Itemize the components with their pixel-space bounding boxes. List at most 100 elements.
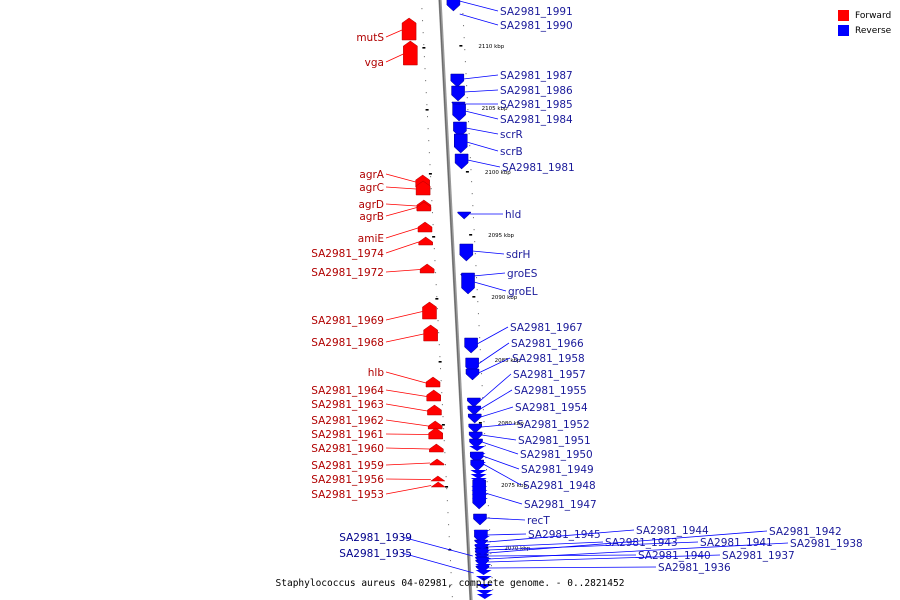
minor-mark <box>445 476 447 478</box>
minor-mark <box>425 80 427 82</box>
forward-leader <box>385 53 404 63</box>
minor-mark <box>479 349 481 351</box>
tick-mark <box>465 171 469 173</box>
minor-mark <box>431 200 433 202</box>
reverse-leader <box>465 127 499 135</box>
forward-label-sa2981-1939: SA2981_1939 <box>339 532 412 544</box>
reverse-label-rect: recT <box>527 515 550 527</box>
forward-leader <box>385 419 429 427</box>
reverse-label-sa2981-1955: SA2981_1955 <box>514 385 587 397</box>
reverse-arrow <box>471 494 488 499</box>
forward-label-sa2981-1972: SA2981_1972 <box>311 267 384 279</box>
forward-swatch <box>838 10 849 21</box>
forward-gene-hlb <box>425 376 441 388</box>
reverse-leader <box>476 326 509 345</box>
reverse-arrow <box>470 470 487 475</box>
forward-leader <box>385 241 419 254</box>
forward-label-agrd: agrD <box>358 199 384 211</box>
axis-line <box>438 0 472 600</box>
minor-mark <box>480 361 482 363</box>
minor-mark <box>467 109 469 111</box>
forward-label-sa2981-1959: SA2981_1959 <box>311 460 384 472</box>
tick-mark <box>441 424 445 426</box>
tick-mark <box>425 109 429 111</box>
minor-mark <box>440 380 442 382</box>
reverse-arrow <box>475 570 492 575</box>
minor-mark <box>481 385 483 387</box>
reverse-gene-sa2981-1987 <box>450 73 465 88</box>
minor-mark <box>468 133 470 135</box>
minor-mark <box>451 596 453 598</box>
minor-mark <box>422 20 424 22</box>
forward-label-sa2981-1935: SA2981_1935 <box>339 548 412 560</box>
reverse-leader <box>478 357 511 374</box>
reverse-gene-sdrh <box>459 243 474 262</box>
minor-mark <box>474 241 476 243</box>
reverse-gene-sa2981-1958 <box>465 368 480 381</box>
minor-mark <box>447 512 449 514</box>
minor-mark <box>490 565 492 567</box>
reverse-leader <box>481 434 517 441</box>
forward-label-hlb: hlb <box>368 367 385 379</box>
minor-mark <box>430 188 432 190</box>
reverse-leader <box>487 530 768 554</box>
reverse-arrow <box>471 498 488 503</box>
forward-gene-sa2981-1969 <box>422 301 437 320</box>
reverse-label-sa2981-1984: SA2981_1984 <box>500 114 573 126</box>
minor-mark <box>482 397 484 399</box>
minor-mark <box>476 289 478 291</box>
minor-mark <box>476 277 478 279</box>
legend-reverse-label: Reverse <box>855 25 892 36</box>
reverse-leader <box>473 272 506 277</box>
reverse-leader <box>487 554 637 557</box>
reverse-leader <box>487 541 604 548</box>
reverse-gene-sa2981-1955 <box>467 405 482 416</box>
minor-mark <box>431 212 433 214</box>
forward-label-sa2981-1968: SA2981_1968 <box>311 337 384 349</box>
forward-label-sa2981-1960: SA2981_1960 <box>311 443 384 455</box>
legend-forward: Forward <box>838 8 891 23</box>
forward-label-sa2981-1962: SA2981_1962 <box>311 415 384 427</box>
legend: Forward Reverse <box>838 8 891 38</box>
minor-mark <box>446 488 448 490</box>
reverse-leader <box>459 13 499 26</box>
minor-mark <box>442 416 444 418</box>
reverse-label-sa2981-1950: SA2981_1950 <box>520 449 593 461</box>
forward-label-agra: agrA <box>359 169 384 181</box>
reverse-label-groes: groES <box>507 268 538 280</box>
minor-mark <box>428 140 430 142</box>
minor-mark <box>449 548 451 550</box>
reverse-leader <box>487 529 635 543</box>
reverse-label-sa2981-1936: SA2981_1936 <box>658 562 731 574</box>
minor-mark <box>422 32 424 34</box>
forward-leader <box>385 371 427 384</box>
reverse-gene-hld <box>457 211 471 220</box>
reverse-label-hld: hld <box>505 209 521 221</box>
forward-leader <box>385 29 403 38</box>
reverse-leader <box>488 554 721 563</box>
reverse-gene-sa2981-1986 <box>451 85 465 102</box>
forward-leader <box>385 462 431 466</box>
reverse-label-sa2981-1957: SA2981_1957 <box>513 369 586 381</box>
tick-mark <box>459 45 463 47</box>
minor-mark <box>433 248 435 250</box>
reverse-arrow <box>476 584 493 589</box>
reverse-gene-sa2981-1981 <box>454 153 469 170</box>
forward-label-sa2981-1974: SA2981_1974 <box>311 248 384 260</box>
forward-gene-sa2981-1962 <box>427 420 443 430</box>
reverse-label-sa2981-1942: SA2981_1942 <box>769 526 842 538</box>
reverse-gene-groel <box>461 272 475 295</box>
minor-mark <box>439 356 441 358</box>
forward-gene-amie <box>417 221 433 233</box>
forward-label-sa2981-1956: SA2981_1956 <box>311 474 384 486</box>
tick-label: 2085 kbp <box>495 358 521 364</box>
reverse-leader <box>480 389 513 410</box>
minor-mark <box>466 97 468 99</box>
reverse-label-scrr: scrR <box>500 129 523 141</box>
minor-mark <box>438 344 440 346</box>
minor-mark <box>448 536 450 538</box>
forward-gene-sa2981-1956 <box>430 475 446 482</box>
reverse-arrow <box>473 530 490 535</box>
minor-mark <box>444 464 446 466</box>
